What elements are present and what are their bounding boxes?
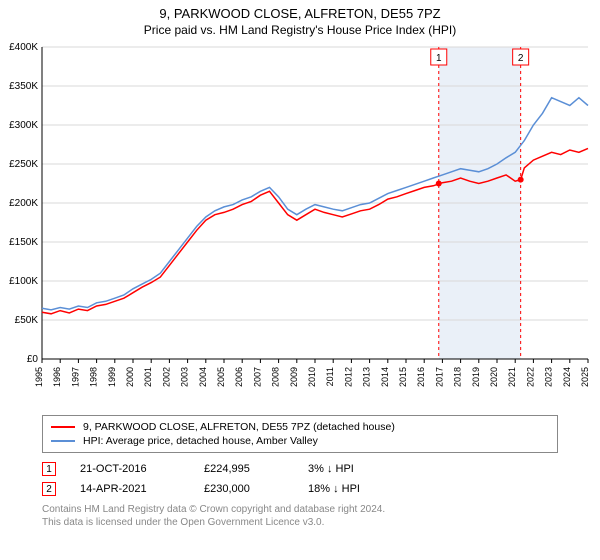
svg-text:2012: 2012 — [343, 367, 353, 387]
header: 9, PARKWOOD CLOSE, ALFRETON, DE55 7PZ Pr… — [0, 0, 600, 39]
svg-text:£200K: £200K — [9, 198, 38, 209]
chart-svg: £0 £50K £100K £150K £200K £250K £300K £350K £400… — [0, 39, 600, 409]
svg-text:2017: 2017 — [434, 367, 444, 387]
svg-text:1995: 1995 — [34, 367, 44, 387]
svg-text:£350K: £350K — [9, 81, 38, 92]
annotation-row-2: 2 14-APR-2021 £230,000 18% ↓ HPI — [42, 479, 558, 499]
annotation-table: 1 21-OCT-2016 £224,995 3% ↓ HPI 2 14-APR… — [42, 459, 558, 499]
svg-text:2016: 2016 — [416, 367, 426, 387]
svg-text:2025: 2025 — [580, 367, 590, 387]
svg-text:£150K: £150K — [9, 237, 38, 248]
svg-text:2014: 2014 — [380, 367, 390, 387]
chart-area: £0 £50K £100K £150K £200K £250K £300K £350K £400… — [0, 39, 600, 409]
svg-text:1998: 1998 — [89, 367, 99, 387]
legend-swatch — [51, 426, 75, 428]
svg-text:1997: 1997 — [70, 367, 80, 387]
title: 9, PARKWOOD CLOSE, ALFRETON, DE55 7PZ — [0, 6, 600, 21]
annotation-pct: 3% ↓ HPI — [308, 463, 418, 475]
legend-swatch — [51, 440, 75, 442]
svg-text:2011: 2011 — [325, 367, 335, 386]
figure: 9, PARKWOOD CLOSE, ALFRETON, DE55 7PZ Pr… — [0, 0, 600, 529]
legend-label: HPI: Average price, detached house, Ambe… — [83, 435, 318, 447]
svg-text:2002: 2002 — [161, 367, 171, 387]
svg-text:£250K: £250K — [9, 159, 38, 170]
svg-text:£50K: £50K — [15, 315, 39, 326]
legend-item-2: HPI: Average price, detached house, Ambe… — [51, 434, 549, 448]
svg-text:2022: 2022 — [525, 367, 535, 387]
svg-text:2006: 2006 — [234, 367, 244, 387]
svg-text:£0: £0 — [27, 354, 39, 365]
subtitle: Price paid vs. HM Land Registry's House … — [0, 23, 600, 37]
svg-text:2005: 2005 — [216, 367, 226, 387]
svg-text:2019: 2019 — [471, 367, 481, 387]
footer: Contains HM Land Registry data © Crown c… — [42, 503, 558, 529]
svg-text:£300K: £300K — [9, 120, 38, 131]
footer-line: Contains HM Land Registry data © Crown c… — [42, 503, 558, 516]
svg-text:2: 2 — [518, 53, 524, 64]
svg-text:2013: 2013 — [362, 367, 372, 387]
annotation-price: £230,000 — [204, 483, 284, 495]
annotation-marker: 1 — [42, 462, 56, 476]
svg-text:2009: 2009 — [289, 367, 299, 387]
svg-text:1999: 1999 — [107, 367, 117, 387]
legend-label: 9, PARKWOOD CLOSE, ALFRETON, DE55 7PZ (d… — [83, 421, 395, 433]
svg-text:1996: 1996 — [52, 367, 62, 387]
annotation-price: £224,995 — [204, 463, 284, 475]
annotation-row-1: 1 21-OCT-2016 £224,995 3% ↓ HPI — [42, 459, 558, 479]
annotation-date: 14-APR-2021 — [80, 483, 180, 495]
svg-text:1: 1 — [436, 53, 442, 64]
annotation-pct: 18% ↓ HPI — [308, 483, 418, 495]
svg-text:£100K: £100K — [9, 276, 38, 287]
svg-text:2018: 2018 — [453, 367, 463, 387]
annotation-marker: 2 — [42, 482, 56, 496]
svg-text:2007: 2007 — [252, 367, 262, 387]
svg-text:2010: 2010 — [307, 367, 317, 387]
svg-text:2020: 2020 — [489, 367, 499, 387]
svg-text:2001: 2001 — [143, 367, 153, 387]
svg-text:2023: 2023 — [544, 367, 554, 387]
footer-line: This data is licensed under the Open Gov… — [42, 516, 558, 529]
legend-box: 9, PARKWOOD CLOSE, ALFRETON, DE55 7PZ (d… — [42, 415, 558, 453]
svg-text:2024: 2024 — [562, 367, 572, 387]
svg-text:2021: 2021 — [507, 367, 517, 387]
svg-text:2004: 2004 — [198, 367, 208, 387]
annotation-date: 21-OCT-2016 — [80, 463, 180, 475]
svg-text:2003: 2003 — [180, 367, 190, 387]
svg-text:2015: 2015 — [398, 367, 408, 387]
svg-text:2008: 2008 — [271, 367, 281, 387]
svg-text:2000: 2000 — [125, 367, 135, 387]
legend-item-1: 9, PARKWOOD CLOSE, ALFRETON, DE55 7PZ (d… — [51, 420, 549, 434]
svg-text:£400K: £400K — [9, 42, 38, 53]
